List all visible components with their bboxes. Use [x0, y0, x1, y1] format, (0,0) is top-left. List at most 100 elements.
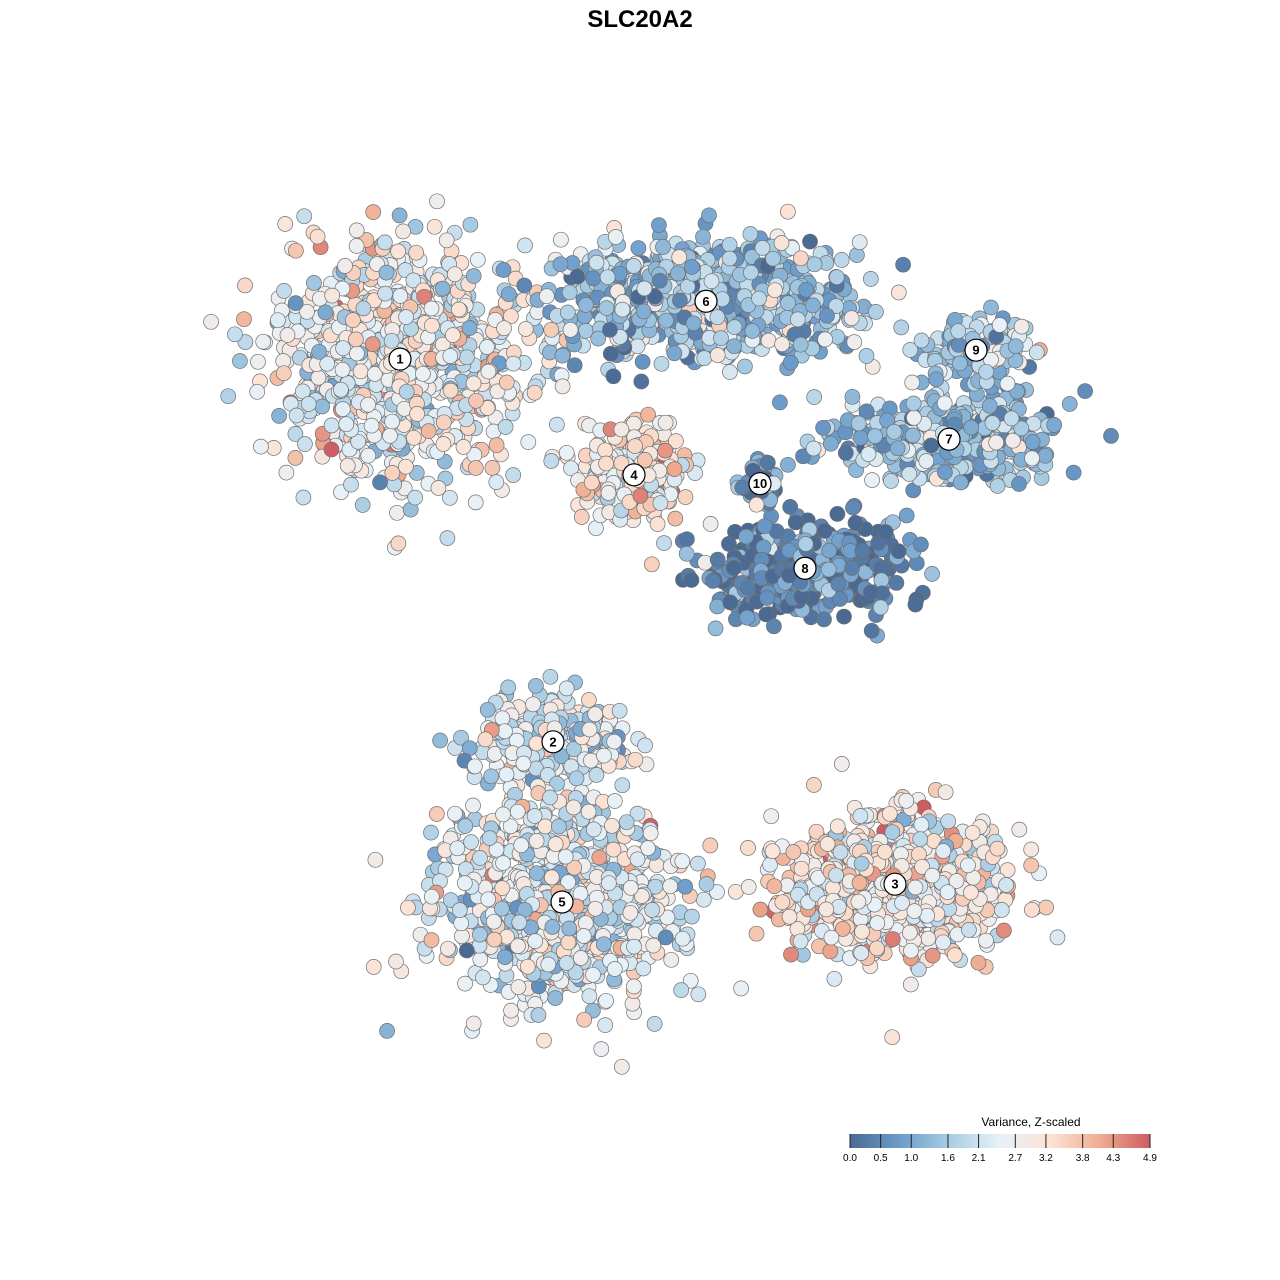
cell-point	[587, 706, 604, 723]
cell-point	[935, 934, 951, 951]
cell-point	[428, 806, 445, 822]
chart-title: SLC20A2	[587, 6, 692, 33]
cell-point	[1049, 929, 1066, 946]
cell-point	[713, 330, 729, 346]
cell-point	[576, 1011, 593, 1028]
cell-point	[536, 1032, 552, 1049]
cell-point	[912, 831, 929, 848]
cell-point	[451, 902, 468, 918]
cell-point	[472, 926, 488, 943]
cell-point	[606, 733, 623, 750]
cell-point	[237, 277, 253, 294]
cell-point	[774, 894, 791, 911]
cell-point	[480, 363, 497, 380]
cell-point	[604, 817, 620, 834]
cell-point	[703, 273, 720, 290]
cell-point	[939, 884, 956, 901]
cell-point	[275, 365, 292, 382]
cell-point	[237, 334, 254, 350]
cell-point	[806, 389, 823, 405]
cell-point	[355, 300, 372, 317]
cell-point	[690, 986, 707, 1003]
cell-point	[432, 732, 448, 749]
cell-point	[618, 814, 635, 831]
cell-point	[854, 923, 870, 940]
cell-point	[626, 938, 642, 955]
cell-point	[515, 755, 532, 772]
cell-point	[389, 504, 405, 521]
cell-point	[843, 310, 860, 327]
cell-point	[384, 465, 401, 481]
cell-point	[632, 487, 649, 504]
cell-point	[805, 440, 822, 457]
cell-point	[702, 516, 719, 532]
cell-point	[348, 222, 365, 239]
cell-point	[764, 843, 781, 860]
cell-point	[390, 243, 406, 260]
cell-point	[250, 353, 266, 370]
cell-point	[695, 228, 711, 245]
cell-point	[808, 823, 825, 840]
cell-point	[884, 824, 901, 841]
cell-point	[989, 840, 1006, 857]
cell-point	[424, 317, 440, 334]
cell-point	[893, 319, 910, 336]
cell-point	[420, 423, 437, 439]
cell-point	[679, 531, 695, 548]
cell-point	[496, 320, 512, 337]
cell-point	[343, 476, 359, 493]
cell-point	[907, 879, 924, 896]
cell-point	[438, 232, 455, 249]
cell-point	[542, 789, 558, 806]
cell-point	[382, 427, 398, 444]
cell-point	[481, 830, 498, 846]
cell-point	[528, 677, 544, 694]
cell-point	[935, 843, 952, 859]
cell-point	[297, 436, 313, 452]
cell-point	[822, 435, 839, 452]
cell-point	[398, 383, 415, 400]
cell-point	[889, 440, 906, 457]
cell-point	[559, 304, 576, 321]
cell-point	[881, 805, 898, 822]
cell-point	[662, 878, 679, 895]
cell-point	[742, 226, 759, 242]
cell-point	[453, 729, 469, 746]
cell-point	[683, 572, 700, 588]
cell-point	[528, 833, 545, 849]
cell-point	[407, 489, 424, 506]
cell-point	[637, 737, 653, 754]
cell-point	[345, 312, 361, 329]
cell-point	[952, 474, 969, 491]
cell-point	[475, 969, 491, 986]
cell-point	[767, 282, 783, 299]
cell-point	[569, 268, 586, 285]
cell-point	[465, 797, 481, 814]
cell-point	[479, 339, 495, 355]
cell-point	[1005, 432, 1021, 449]
cell-point	[701, 207, 717, 224]
cell-point	[614, 301, 631, 318]
cell-point	[416, 288, 433, 305]
cell-point	[722, 594, 739, 611]
cell-point	[398, 309, 414, 325]
cell-point	[846, 334, 863, 350]
cell-point	[1103, 428, 1119, 444]
cell-point	[495, 262, 512, 278]
cell-point	[913, 816, 930, 833]
cell-point	[310, 369, 327, 386]
cell-point	[818, 901, 835, 918]
cell-point	[602, 321, 618, 338]
cell-point	[674, 930, 691, 947]
cell-point	[323, 417, 340, 434]
cell-point	[486, 931, 503, 948]
cell-point	[409, 406, 425, 422]
cell-point	[494, 710, 511, 727]
cell-point	[793, 860, 810, 877]
cell-point	[558, 680, 575, 697]
cell-point	[993, 902, 1010, 918]
cell-point	[819, 307, 835, 324]
cell-point	[500, 286, 517, 303]
cell-point	[740, 879, 757, 895]
cell-point	[1038, 899, 1054, 916]
